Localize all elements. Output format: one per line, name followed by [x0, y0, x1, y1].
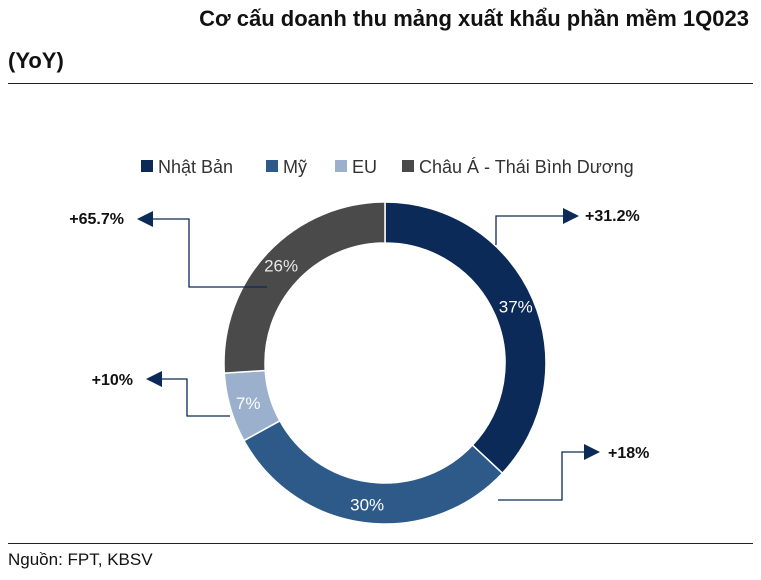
callout-arrowhead-chau-a-thai-binh-duong: [137, 211, 153, 227]
callout-arrowhead-my: [584, 444, 600, 460]
donut-slice-chau-a-thai-binh-duong: [223, 201, 386, 374]
legend-swatch-eu: [335, 160, 347, 172]
callout-line-eu: [162, 378, 230, 417]
slice-label-nhat-ban: 37%: [499, 297, 533, 316]
growth-label-chau-a-thai-binh-duong: +65.7%: [69, 211, 124, 228]
growth-label-my: +18%: [608, 445, 649, 462]
legend-swatch-nhat-ban: [141, 160, 153, 172]
legend-swatch-my: [266, 160, 278, 172]
top-divider: [8, 83, 753, 84]
source-note: Nguồn: FPT, KBSV: [8, 550, 153, 569]
chart-title: Cơ cấu doanh thu mảng xuất khẩu phần mềm…: [199, 6, 749, 31]
bottom-divider: [8, 543, 753, 544]
growth-label-eu: +10%: [92, 372, 133, 389]
legend-label-chau-a-thai-binh-duong: Châu Á - Thái Bình Dương: [419, 157, 634, 177]
legend-swatch-chau-a-thai-binh-duong: [402, 160, 414, 172]
slice-label-my: 30%: [350, 495, 384, 514]
donut-slice-nhat-ban: [384, 201, 547, 475]
slice-label-eu: 7%: [236, 394, 261, 413]
callout-arrowhead-nhat-ban: [563, 208, 579, 224]
legend-label-my: Mỹ: [283, 157, 307, 177]
growth-label-nhat-ban: +31.2%: [585, 208, 640, 225]
chart-title-suffix: (YoY): [8, 48, 64, 73]
legend-label-eu: EU: [352, 157, 377, 177]
callout-arrowhead-eu: [146, 371, 162, 387]
legend-label-nhat-ban: Nhật Bản: [158, 157, 233, 177]
callout-line-chau-a-thai-binh-duong: [153, 218, 267, 288]
callout-line-my: [498, 451, 584, 501]
callout-line-nhat-ban: [495, 215, 563, 245]
slice-label-chau-a-thai-binh-duong: 26%: [264, 256, 298, 275]
donut-slices: 37% 30% 7% 26%: [223, 201, 547, 525]
legend: Nhật Bản Mỹ EU Châu Á - Thái Bình Dương: [141, 157, 634, 177]
growth-callouts: +31.2% +18% +10% +65.7%: [69, 208, 649, 501]
